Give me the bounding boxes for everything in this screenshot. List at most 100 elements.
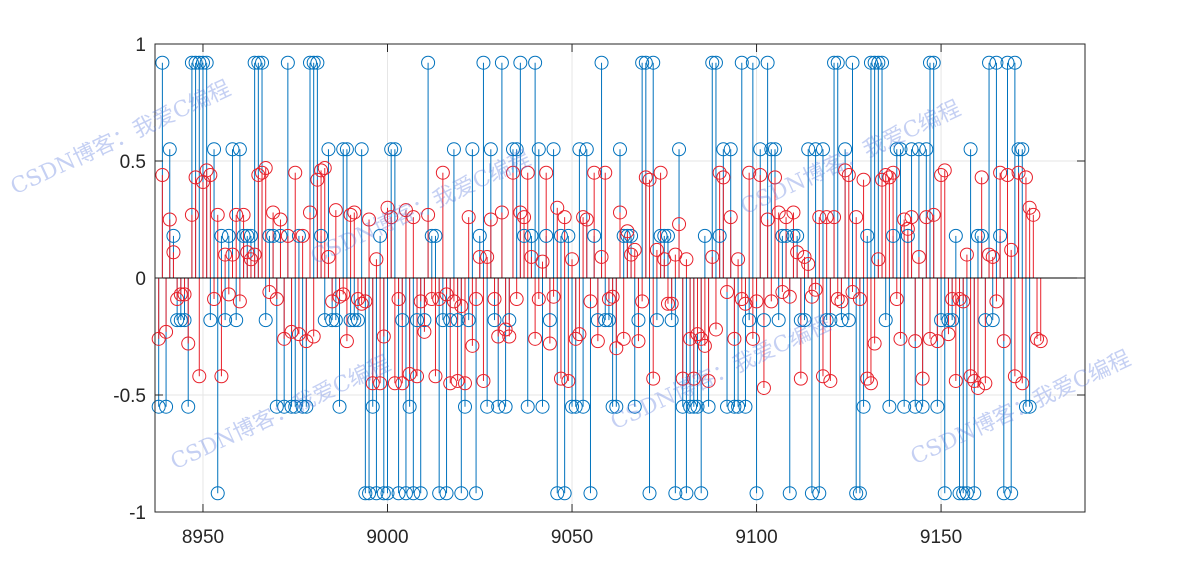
- stem-marker: [173, 313, 188, 328]
- stem-marker: [498, 322, 513, 337]
- y-tick-label: 0: [135, 269, 146, 290]
- stem-marker: [974, 170, 989, 185]
- stem-marker: [398, 486, 413, 501]
- stem-marker: [432, 486, 447, 501]
- stem-marker: [517, 210, 532, 225]
- stem-marker: [203, 168, 218, 183]
- stem-marker: [446, 142, 461, 157]
- stem-marker: [343, 313, 358, 328]
- stem-marker: [480, 249, 495, 264]
- stem-marker: [255, 165, 270, 180]
- stem-marker: [701, 399, 716, 414]
- stem-marker: [657, 228, 672, 243]
- stem-marker: [576, 399, 591, 414]
- stem-marker: [649, 313, 664, 328]
- stem-marker: [502, 329, 517, 344]
- stem-marker: [520, 165, 535, 180]
- stem-marker: [505, 165, 520, 180]
- stem-marker: [269, 399, 284, 414]
- stem-marker: [221, 287, 236, 302]
- stem-marker: [406, 210, 421, 225]
- stem-marker: [170, 313, 185, 328]
- stem-marker: [635, 294, 650, 309]
- stem-marker: [782, 486, 797, 501]
- stem-marker: [812, 210, 827, 225]
- stem-marker: [365, 399, 380, 414]
- stem-marker: [686, 371, 701, 386]
- stem-marker: [893, 142, 908, 157]
- stem-marker: [155, 55, 170, 70]
- stem-marker: [863, 376, 878, 391]
- stem-marker: [550, 200, 565, 215]
- stem-marker: [959, 486, 974, 501]
- stem-marker: [572, 142, 587, 157]
- stem-marker: [218, 247, 233, 262]
- stem-marker: [406, 486, 421, 501]
- stem-marker: [653, 165, 668, 180]
- stem-marker: [450, 373, 465, 388]
- stem-marker: [852, 292, 867, 307]
- stem-marker: [649, 242, 664, 257]
- stem-marker: [900, 228, 915, 243]
- stem-marker: [963, 369, 978, 384]
- stem-marker: [284, 399, 299, 414]
- stem-marker: [336, 142, 351, 157]
- stem-marker: [280, 55, 295, 70]
- stem-marker: [266, 228, 281, 243]
- stem-marker: [568, 331, 583, 346]
- stem-marker: [210, 207, 225, 222]
- stem-marker: [827, 55, 842, 70]
- stem-marker: [568, 399, 583, 414]
- stem-marker: [362, 212, 377, 227]
- stem-marker: [166, 228, 181, 243]
- stem-marker: [934, 168, 949, 183]
- stem-marker: [812, 486, 827, 501]
- stem-marker: [557, 210, 572, 225]
- stem-marker: [469, 292, 484, 307]
- stem-marker: [184, 55, 199, 70]
- stem-marker: [539, 228, 554, 243]
- stem-marker: [945, 313, 960, 328]
- stem-marker: [369, 486, 384, 501]
- stem-marker: [793, 313, 808, 328]
- stem-marker: [727, 331, 742, 346]
- stem-marker: [251, 55, 266, 70]
- stem-marker: [941, 313, 956, 328]
- stem-marker: [878, 168, 893, 183]
- stem-marker: [266, 205, 281, 220]
- stem-marker: [863, 55, 878, 70]
- stem-marker: [1018, 170, 1033, 185]
- stem-marker: [716, 142, 731, 157]
- stem-marker: [446, 294, 461, 309]
- stem-marker: [856, 399, 871, 414]
- stem-marker: [458, 399, 472, 414]
- stem-marker: [354, 142, 369, 157]
- stem-marker: [325, 294, 340, 309]
- stem-marker: [867, 336, 882, 351]
- stem-marker: [491, 329, 506, 344]
- stem-marker: [454, 486, 469, 501]
- stem-marker: [694, 486, 709, 501]
- stem-marker: [151, 331, 166, 346]
- stem-marker: [317, 313, 332, 328]
- stem-marker: [908, 334, 923, 349]
- stem-marker: [358, 486, 373, 501]
- stem-marker: [786, 205, 801, 220]
- stem-marker: [288, 399, 303, 414]
- stem-marker: [679, 486, 694, 501]
- stem-marker: [594, 249, 609, 264]
- stem-marker: [937, 163, 952, 178]
- stem-marker: [897, 399, 912, 414]
- stem-marker: [638, 55, 653, 70]
- stem-marker: [350, 313, 365, 328]
- stem-marker: [875, 172, 890, 187]
- stem-marker: [553, 371, 568, 386]
- stem-marker: [904, 210, 919, 225]
- stem-marker: [291, 327, 306, 342]
- stem-marker: [472, 249, 487, 264]
- stem-marker: [159, 324, 174, 339]
- stem-marker: [517, 228, 532, 243]
- stem-marker: [624, 228, 639, 243]
- stem-marker: [660, 296, 675, 311]
- stem-marker: [845, 285, 860, 300]
